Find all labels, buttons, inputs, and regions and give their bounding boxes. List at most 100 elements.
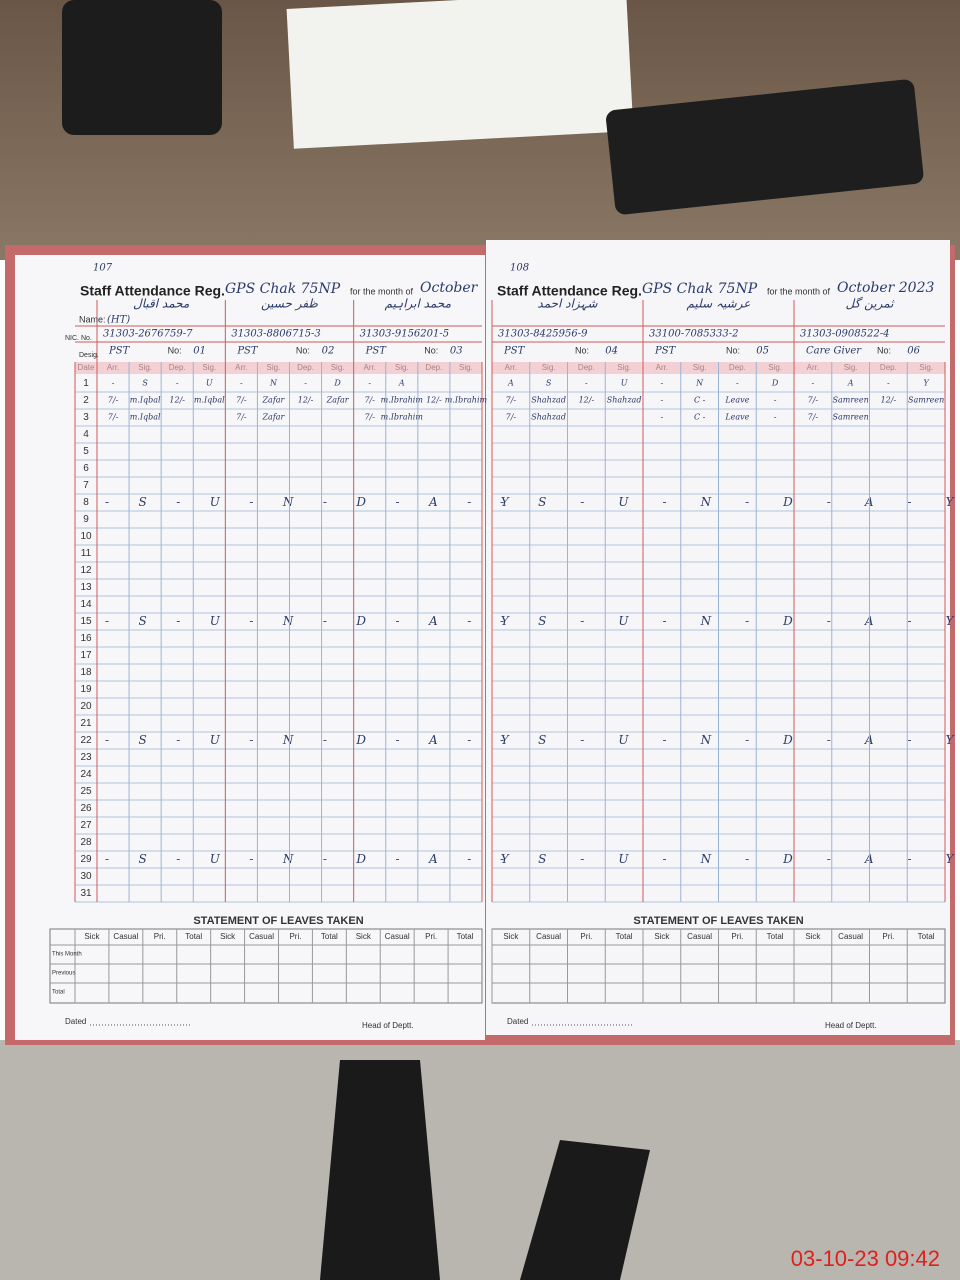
no-label: No: (726, 345, 740, 355)
staff-nic: 33100-7085333-2 (649, 329, 738, 340)
black-folder (606, 79, 924, 215)
leaves-title: STATEMENT OF LEAVES TAKEN (193, 915, 363, 927)
staff-nic: 31303-8425956-9 (498, 329, 588, 340)
entry: Leave (724, 396, 749, 405)
entry: 7/- (236, 396, 247, 405)
entry: - (774, 396, 777, 405)
sunday-note: - S - U - N - D - A - Y (105, 852, 522, 866)
day-number: 5 (83, 446, 89, 457)
staff-urdu-name: عرشیہ سلیم (687, 297, 751, 311)
entry: - (812, 379, 815, 388)
leaves-column: Sick (84, 932, 100, 941)
entry: A (507, 379, 514, 388)
entry: Samreen (832, 413, 868, 422)
entry: - (112, 379, 115, 388)
entry: - (887, 379, 890, 388)
day-number: 14 (80, 599, 92, 610)
entry: - (240, 379, 243, 388)
left-page (15, 255, 485, 1040)
day-number: 22 (80, 735, 92, 746)
staff-no: 02 (322, 346, 335, 357)
staff-urdu-name: محمد ابراہیم (385, 297, 452, 311)
staff-urdu-name: ثمرین گل (846, 297, 896, 311)
entry: 7/- (808, 396, 819, 405)
entry: A (398, 379, 405, 388)
entry: 7/- (108, 396, 119, 405)
header-band (75, 362, 482, 374)
leaves-column: Pri. (580, 932, 592, 941)
leaves-column: Sick (503, 932, 519, 941)
entry: 12/- (298, 396, 314, 405)
day-number: 4 (83, 429, 89, 440)
leaves-column: Total (918, 932, 935, 941)
leaves-column: Casual (249, 932, 274, 941)
day-number: 12 (80, 565, 92, 576)
staff-urdu-name: محمد اقبال (133, 297, 190, 311)
leaves-row-label: This Month (52, 952, 82, 958)
entry: N (695, 379, 704, 388)
no-label: No: (168, 345, 182, 355)
register-title: Staff Attendance Reg. (497, 283, 642, 299)
day-number: 19 (80, 684, 92, 695)
entry: m.Iqbal (130, 396, 161, 405)
day-number: 18 (80, 667, 92, 678)
entry: S (546, 379, 552, 388)
leaves-column: Casual (113, 932, 138, 941)
no-label: No: (296, 345, 310, 355)
leaves-column: Pri. (882, 932, 894, 941)
entry: Zafar (262, 396, 286, 405)
staff-desig: Care Giver (806, 346, 862, 357)
day-number: 9 (83, 514, 89, 525)
day-number: 26 (80, 803, 92, 814)
entry: 12/- (881, 396, 897, 405)
no-label: No: (424, 345, 438, 355)
day-number: 3 (83, 412, 89, 423)
entry: 7/- (506, 396, 517, 405)
staff-nic: 31303-2676759-7 (103, 329, 193, 340)
entry: - (176, 379, 179, 388)
entry: Samreen (832, 396, 868, 405)
entry: - (661, 379, 664, 388)
staff-no: 04 (605, 346, 618, 357)
day-number: 8 (83, 497, 89, 508)
entry: 7/- (364, 413, 375, 422)
month-label: for the month of (767, 286, 831, 296)
entry: C - (694, 396, 706, 405)
month: October (420, 280, 479, 296)
staff-desig: PST (108, 346, 131, 357)
entry: U (621, 379, 628, 388)
entry: 7/- (236, 413, 247, 422)
leaves-column: Sick (805, 932, 821, 941)
leaves-table (49, 928, 483, 1004)
day-number: 24 (80, 769, 92, 780)
school-name: GPS Chak 75NP (225, 281, 341, 297)
sunday-note: - S - U - N - D - A - Y (500, 495, 960, 509)
staff-no: 05 (756, 346, 769, 357)
leaves-column: Pri. (289, 932, 301, 941)
entry: 7/- (808, 413, 819, 422)
day-number: 2 (83, 395, 89, 406)
desig-label: Desig. (79, 352, 99, 359)
day-number: 16 (80, 633, 92, 644)
day-number: 31 (80, 888, 92, 899)
staff-name: (HT) (107, 315, 130, 326)
page-number: 107 (93, 263, 113, 274)
head-label: Head of Deptt. (362, 1021, 414, 1030)
entry: Zafar (262, 413, 286, 422)
day-number: 15 (80, 616, 92, 627)
leaves-column: Casual (536, 932, 561, 941)
entry: - (774, 413, 777, 422)
leaves-column: Total (616, 932, 633, 941)
day-number: 6 (83, 463, 89, 474)
day-number: 28 (80, 837, 92, 848)
entry: Samreen (908, 396, 944, 405)
entry: D (333, 379, 341, 388)
staff-urdu-name: شہزاد احمد (537, 297, 598, 311)
entry: 7/- (108, 413, 119, 422)
leaves-column: Sick (220, 932, 236, 941)
staff-desig: PST (365, 346, 388, 357)
name-label: Name: (79, 314, 106, 324)
sunday-note: - S - U - N - D - A - Y (500, 852, 960, 866)
entry: D (771, 379, 779, 388)
